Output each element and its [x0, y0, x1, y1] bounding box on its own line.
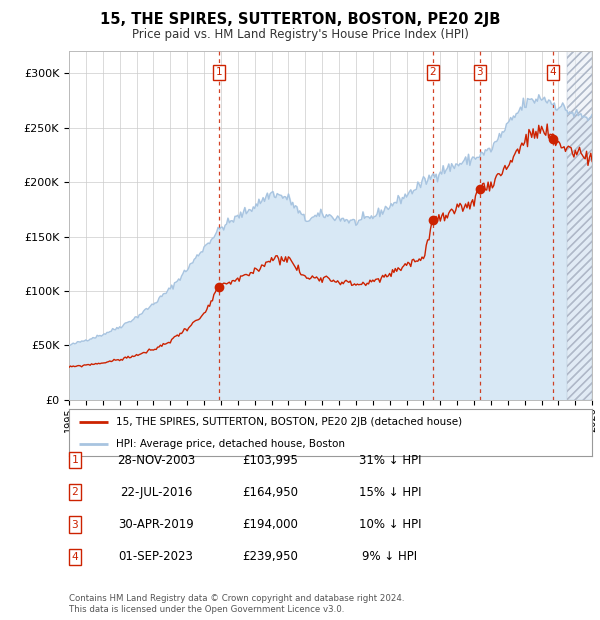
Text: HPI: Average price, detached house, Boston: HPI: Average price, detached house, Bost…	[116, 439, 345, 449]
Text: Contains HM Land Registry data © Crown copyright and database right 2024.: Contains HM Land Registry data © Crown c…	[69, 593, 404, 603]
Text: 1: 1	[216, 68, 223, 78]
Text: 15, THE SPIRES, SUTTERTON, BOSTON, PE20 2JB (detached house): 15, THE SPIRES, SUTTERTON, BOSTON, PE20 …	[116, 417, 462, 427]
Text: £239,950: £239,950	[242, 551, 298, 563]
Text: This data is licensed under the Open Government Licence v3.0.: This data is licensed under the Open Gov…	[69, 604, 344, 614]
Text: 31% ↓ HPI: 31% ↓ HPI	[359, 454, 421, 466]
Text: 3: 3	[476, 68, 483, 78]
Text: 15, THE SPIRES, SUTTERTON, BOSTON, PE20 2JB: 15, THE SPIRES, SUTTERTON, BOSTON, PE20 …	[100, 12, 500, 27]
Text: 4: 4	[71, 552, 79, 562]
Text: 30-APR-2019: 30-APR-2019	[118, 518, 194, 531]
Text: Price paid vs. HM Land Registry's House Price Index (HPI): Price paid vs. HM Land Registry's House …	[131, 28, 469, 41]
Text: 01-SEP-2023: 01-SEP-2023	[119, 551, 193, 563]
Text: 2: 2	[430, 68, 436, 78]
Text: £103,995: £103,995	[242, 454, 298, 466]
Text: 22-JUL-2016: 22-JUL-2016	[120, 486, 192, 498]
Text: 2: 2	[71, 487, 79, 497]
Text: 15% ↓ HPI: 15% ↓ HPI	[359, 486, 421, 498]
Bar	[567, 51, 592, 400]
Text: 3: 3	[71, 520, 79, 529]
Text: 9% ↓ HPI: 9% ↓ HPI	[362, 551, 418, 563]
Bar	[567, 51, 592, 400]
Text: 10% ↓ HPI: 10% ↓ HPI	[359, 518, 421, 531]
Text: £164,950: £164,950	[242, 486, 298, 498]
Text: 1: 1	[71, 455, 79, 465]
Text: £194,000: £194,000	[242, 518, 298, 531]
Text: 28-NOV-2003: 28-NOV-2003	[117, 454, 195, 466]
Text: 4: 4	[550, 68, 556, 78]
